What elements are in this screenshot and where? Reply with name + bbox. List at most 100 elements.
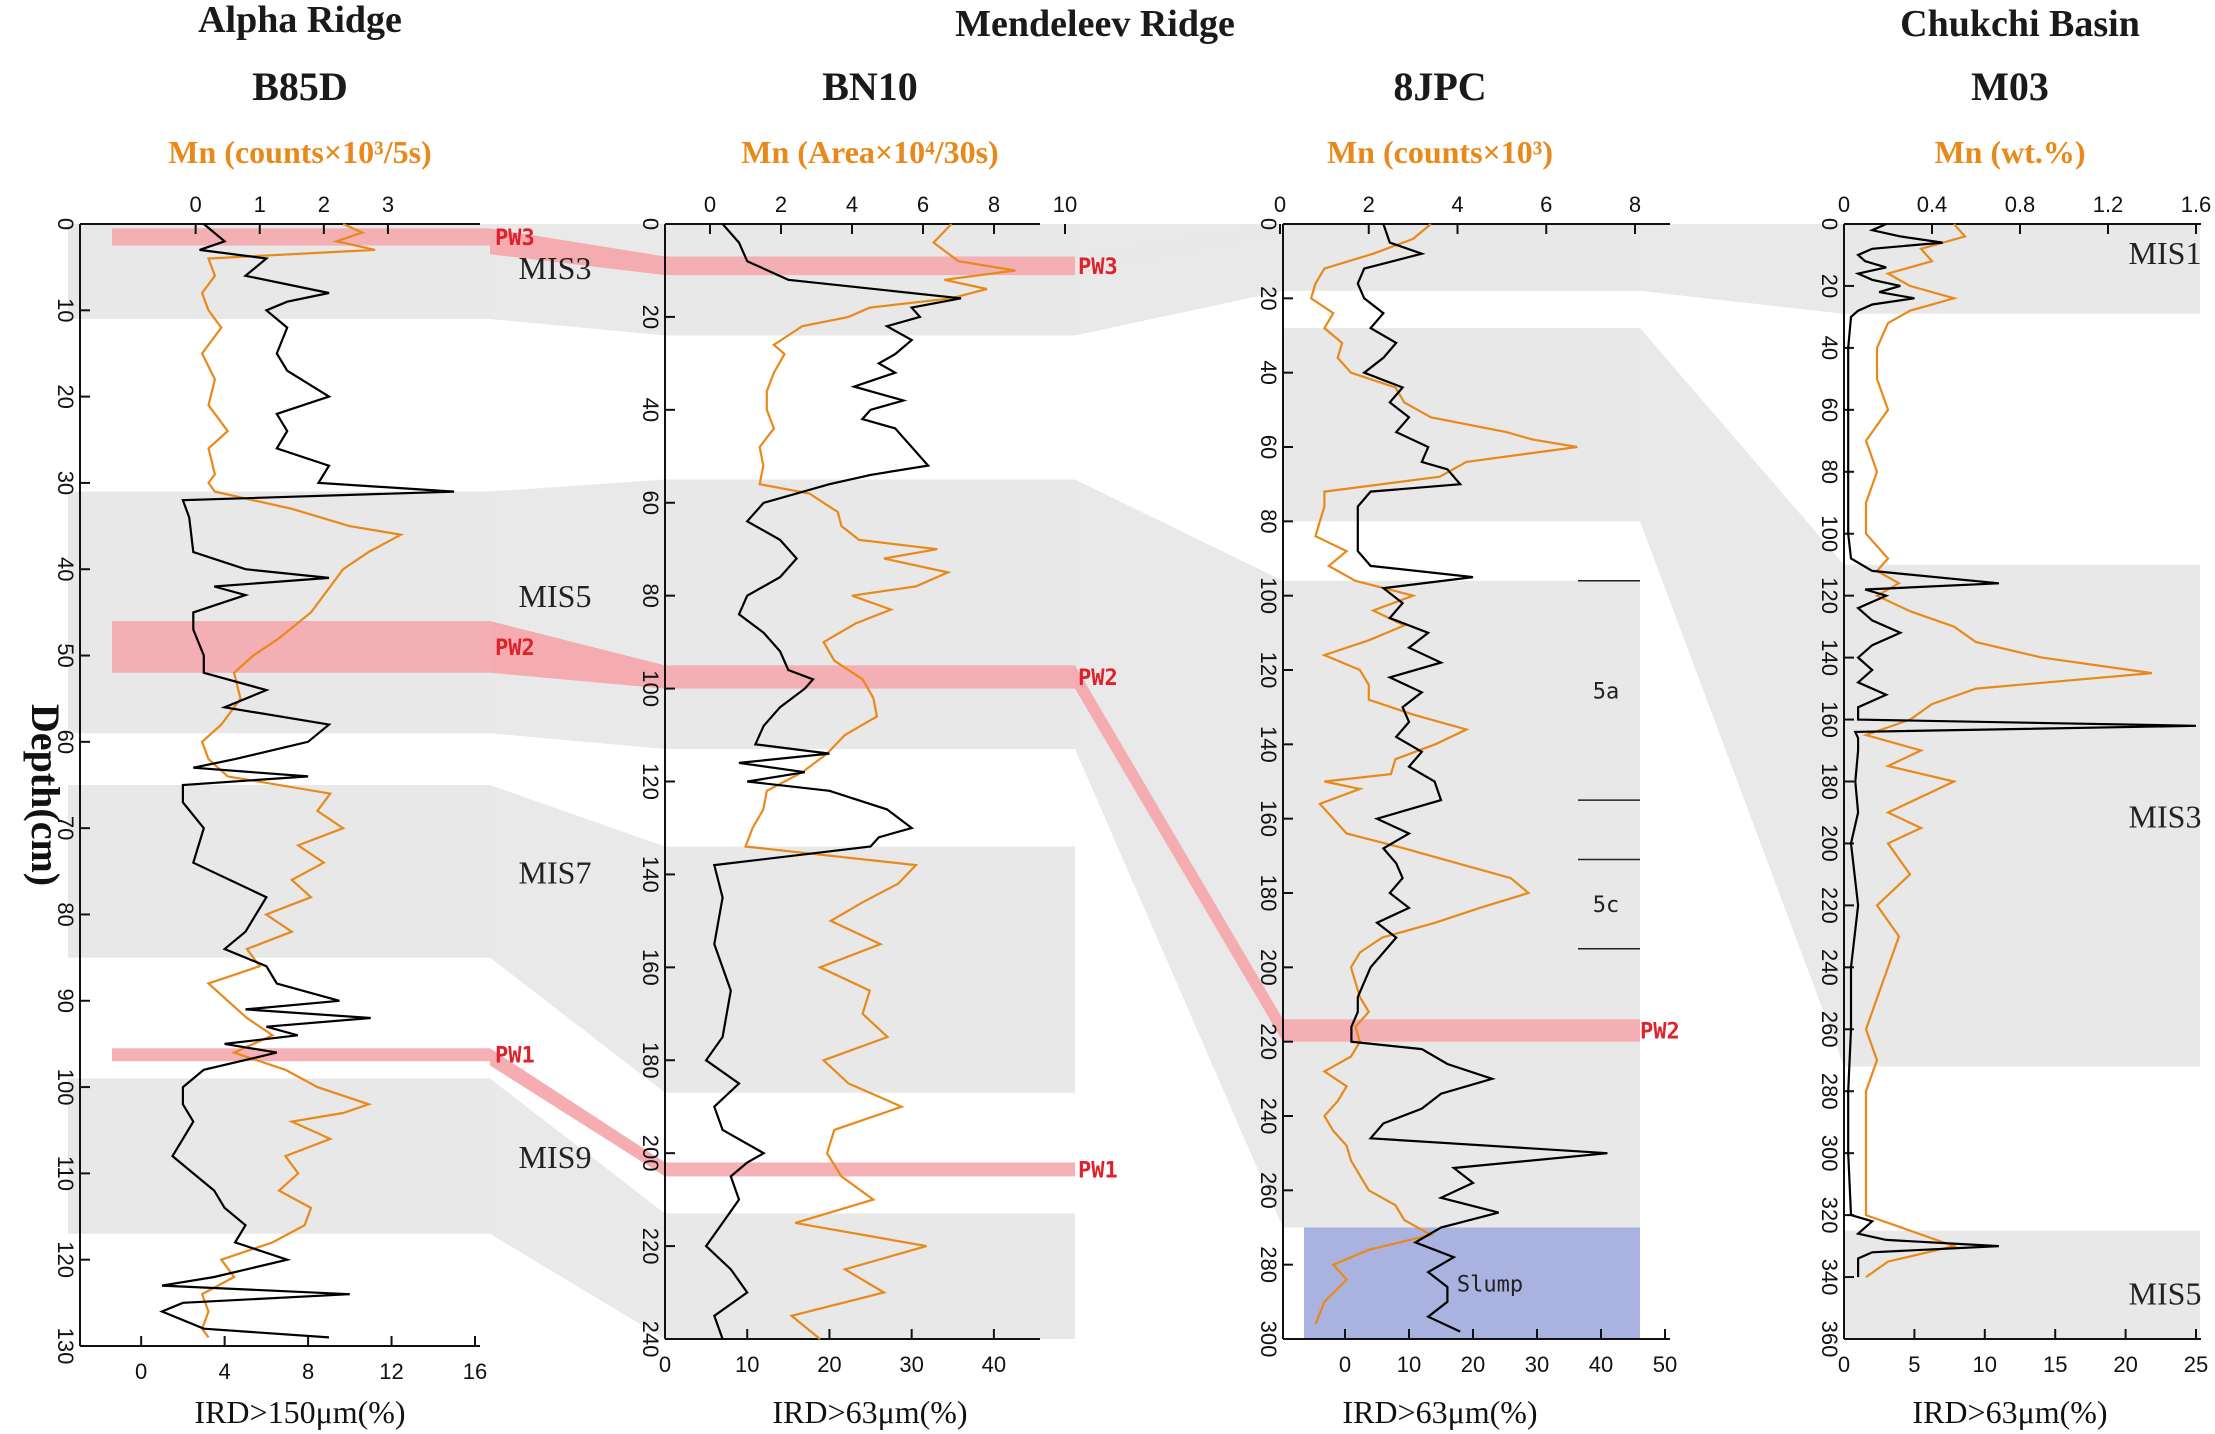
mn-series-line <box>743 223 1016 1340</box>
mis-label: MIS7 <box>519 854 592 890</box>
y-tick-label: 20 <box>638 305 663 329</box>
substage-label: 5a <box>1593 679 1620 704</box>
y-tick-label: 20 <box>53 384 78 408</box>
y-tick-label: 180 <box>638 1042 663 1079</box>
pw-label: PW2 <box>1640 1020 1680 1045</box>
y-tick-label: 360 <box>1817 1321 1842 1358</box>
y-tick-label: 120 <box>1817 577 1842 614</box>
mis-band <box>1283 224 1640 291</box>
pw-band <box>112 621 490 673</box>
ird-tick-label: 0 <box>1339 1352 1351 1377</box>
slump-band <box>1304 1227 1640 1339</box>
connector-mis <box>1640 224 1844 314</box>
connector-pw <box>490 228 665 276</box>
ird-axis-label: IRD>63μm(%) <box>1912 1394 2107 1430</box>
connector-pw <box>490 621 665 689</box>
y-tick-label: 160 <box>1817 701 1842 738</box>
mis-band <box>68 785 490 958</box>
y-axis-label: Depth(cm) <box>23 704 68 886</box>
y-tick-label: 20 <box>1256 286 1281 310</box>
pw-band <box>665 1162 1075 1177</box>
y-tick-label: 40 <box>1817 336 1842 360</box>
substage-label: 5c <box>1593 893 1620 918</box>
y-tick-label: 20 <box>1817 274 1842 298</box>
mn-tick-label: 3 <box>382 192 394 217</box>
ird-tick-label: 10 <box>1973 1352 1997 1377</box>
mn-tick-label: 0 <box>1274 192 1286 217</box>
mn-series-line <box>200 222 405 1339</box>
mn-tick-label: 0.8 <box>2005 192 2036 217</box>
y-tick-label: 180 <box>1256 875 1281 912</box>
pw-label: PW1 <box>1078 1158 1118 1183</box>
pw-band <box>1283 1019 1640 1042</box>
mn-axis-label: Mn (counts×10³) <box>1327 134 1553 170</box>
mis-band <box>68 491 490 734</box>
y-tick-label: 220 <box>638 1228 663 1265</box>
y-tick-label: 160 <box>1256 800 1281 837</box>
connector-mis <box>490 479 665 749</box>
pw-band <box>665 665 1075 689</box>
ird-tick-label: 40 <box>982 1352 1006 1377</box>
ird-tick-label: 10 <box>1397 1352 1421 1377</box>
mis-label: MIS3 <box>519 250 592 286</box>
y-tick-label: 130 <box>53 1328 78 1365</box>
y-tick-label: 140 <box>1256 726 1281 763</box>
connector-mis <box>1075 224 1283 276</box>
mn-tick-label: 4 <box>1451 192 1463 217</box>
ird-tick-label: 30 <box>899 1352 923 1377</box>
core-title: 8JPC <box>1393 64 1486 109</box>
y-tick-label: 50 <box>53 643 78 667</box>
mis-label: MIS5 <box>2129 1276 2202 1312</box>
mn-tick-label: 1 <box>254 192 266 217</box>
y-tick-label: 100 <box>1817 515 1842 552</box>
mn-tick-label: 2 <box>775 192 787 217</box>
y-tick-label: 110 <box>53 1156 78 1191</box>
y-tick-label: 320 <box>1817 1197 1842 1234</box>
mn-tick-label: 0 <box>704 192 716 217</box>
region-mendeleev-ridge: Mendeleev Ridge <box>955 3 1235 45</box>
y-tick-label: 140 <box>638 856 663 893</box>
y-tick-label: 60 <box>1817 398 1842 422</box>
pw-band <box>112 228 490 246</box>
pw-label: PW3 <box>1078 255 1118 280</box>
ird-tick-label: 30 <box>1525 1352 1549 1377</box>
mis-label: MIS9 <box>519 1139 592 1175</box>
mis-band <box>665 846 1075 1093</box>
mis-label: MIS3 <box>2129 799 2202 835</box>
y-tick-label: 180 <box>1817 763 1842 800</box>
ird-tick-label: 5 <box>1908 1352 1920 1377</box>
ird-tick-label: 20 <box>817 1352 841 1377</box>
ird-tick-label: 0 <box>135 1359 147 1384</box>
ird-tick-label: 50 <box>1653 1352 1677 1377</box>
ird-tick-label: 8 <box>302 1359 314 1384</box>
y-tick-label: 100 <box>1256 577 1281 614</box>
mn-tick-label: 6 <box>917 192 929 217</box>
y-tick-label: 100 <box>53 1069 78 1106</box>
pw-band <box>112 1048 490 1062</box>
mn-tick-label: 4 <box>846 192 858 217</box>
y-tick-label: 10 <box>53 298 78 322</box>
y-tick-label: 200 <box>1256 949 1281 986</box>
y-tick-label: 260 <box>1817 1011 1842 1048</box>
pw-band <box>665 256 1075 276</box>
mis-band <box>68 1078 490 1234</box>
mn-axis-label: Mn (Area×10⁴/30s) <box>741 134 998 170</box>
mn-tick-label: 2 <box>318 192 330 217</box>
mn-tick-label: 1.6 <box>2181 192 2212 217</box>
connector-mis <box>490 785 665 1093</box>
mn-tick-label: 0 <box>1838 192 1850 217</box>
y-tick-label: 120 <box>53 1241 78 1278</box>
mn-tick-label: 10 <box>1053 192 1077 217</box>
mn-axis-label: Mn (wt.%) <box>1934 134 2085 170</box>
mn-tick-label: 6 <box>1540 192 1552 217</box>
pw-label: PW2 <box>1078 666 1118 691</box>
y-tick-label: 60 <box>53 730 78 754</box>
mn-tick-label: 0.4 <box>1917 192 1948 217</box>
mis-band <box>1844 1230 2200 1339</box>
y-tick-label: 0 <box>1256 218 1281 230</box>
